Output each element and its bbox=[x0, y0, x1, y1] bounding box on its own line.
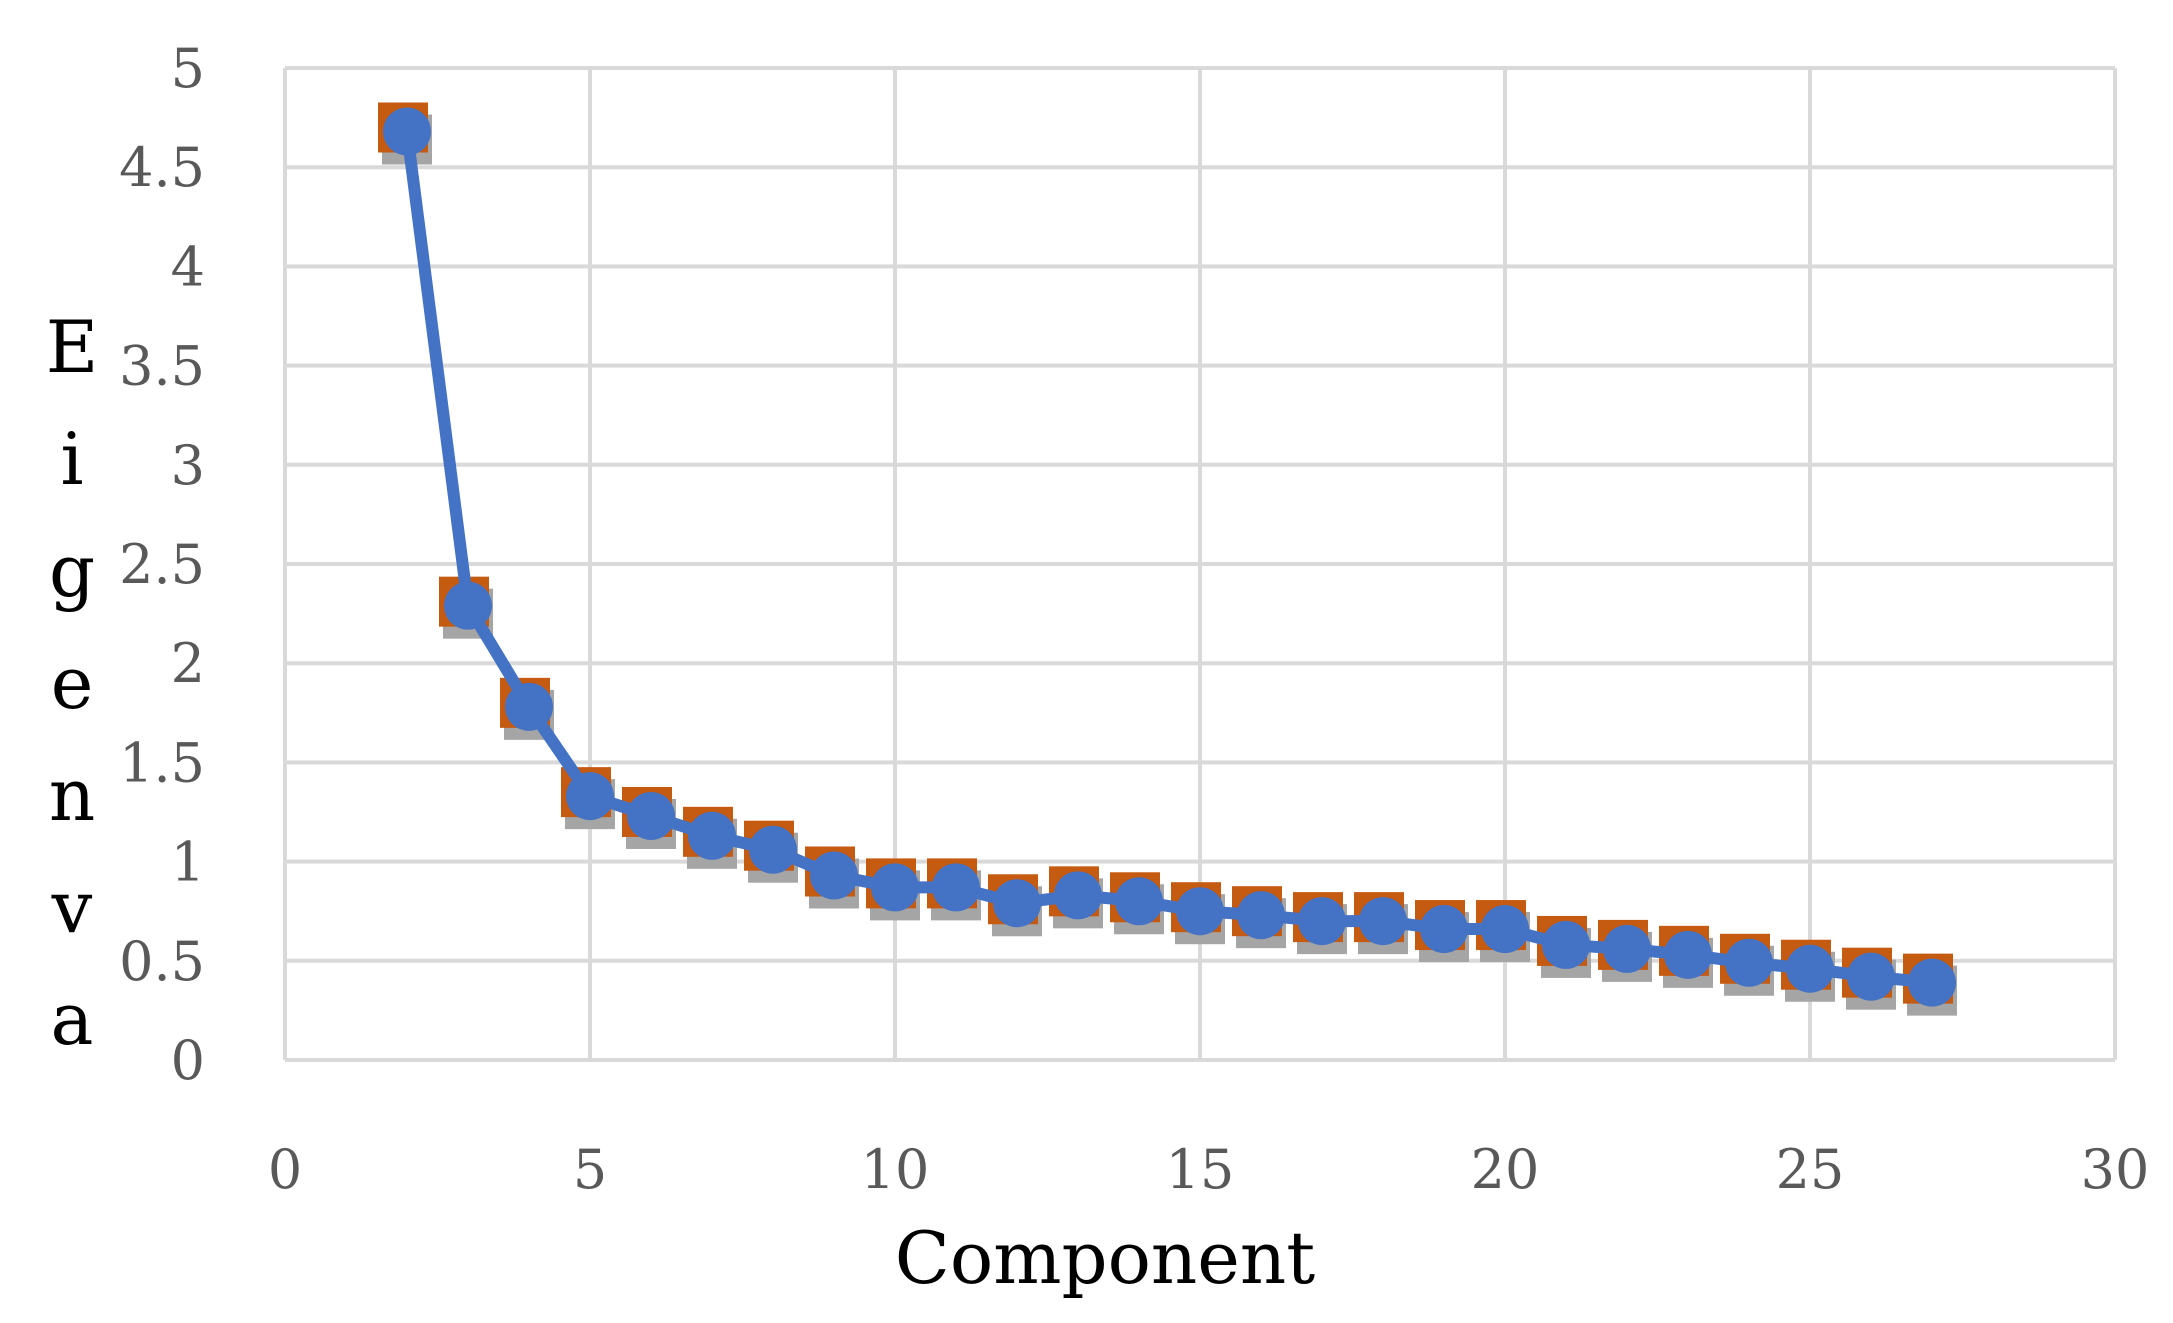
y-tick-label: 1 bbox=[171, 831, 205, 894]
circle-marker bbox=[1603, 924, 1651, 973]
y-axis-title-letter: a bbox=[51, 977, 94, 1061]
circle-marker bbox=[688, 811, 736, 860]
circle-marker bbox=[1359, 897, 1407, 946]
circle-marker bbox=[1481, 905, 1529, 954]
x-tick-label: 15 bbox=[1166, 1138, 1235, 1201]
y-tick-label: 0 bbox=[171, 1029, 205, 1092]
x-tick-labels: 0 5 10 15 20 25 30 bbox=[268, 1138, 2150, 1201]
x-tick-label: 10 bbox=[861, 1138, 930, 1201]
circle-marker bbox=[505, 682, 553, 731]
y-tick-label: 3 bbox=[171, 434, 205, 497]
circle-marker bbox=[1725, 938, 1773, 987]
circle-marker bbox=[810, 851, 858, 900]
circle-marker bbox=[1115, 877, 1163, 926]
y-axis-title-letter: E bbox=[46, 305, 99, 389]
circle-marker bbox=[1847, 952, 1895, 1001]
x-tick-label: 5 bbox=[573, 1138, 607, 1201]
circle-marker bbox=[1542, 920, 1590, 969]
circle-marker bbox=[993, 879, 1041, 928]
y-tick-label: 3.5 bbox=[119, 335, 205, 398]
series-square-markers bbox=[378, 102, 1957, 1016]
circle-marker bbox=[749, 825, 797, 874]
circle-marker bbox=[383, 107, 431, 156]
x-tick-label: 25 bbox=[1776, 1138, 1845, 1201]
circle-marker bbox=[932, 863, 980, 912]
circle-marker bbox=[1786, 944, 1834, 993]
series-line bbox=[401, 130, 1933, 989]
y-axis-title-letter: e bbox=[51, 641, 94, 725]
circle-marker bbox=[1908, 958, 1956, 1007]
series-line-and-circles bbox=[383, 107, 1956, 1007]
y-tick-label: 4.5 bbox=[119, 136, 205, 199]
y-tick-label: 2.5 bbox=[119, 533, 205, 596]
x-tick-label: 30 bbox=[2081, 1138, 2150, 1201]
circle-marker bbox=[1420, 905, 1468, 954]
circle-marker bbox=[871, 863, 919, 912]
x-axis-title: Component bbox=[895, 1216, 1316, 1300]
x-tick-label: 0 bbox=[268, 1138, 302, 1201]
circle-marker bbox=[1237, 891, 1285, 940]
y-axis-title-letter: v bbox=[51, 865, 93, 949]
circle-marker bbox=[444, 581, 492, 630]
y-axis-title-letter: g bbox=[49, 529, 95, 613]
circle-marker bbox=[1054, 871, 1102, 920]
y-tick-labels: 0 0.5 1 1.5 2 2.5 3 3.5 4 4.5 5 bbox=[119, 37, 205, 1092]
y-axis-title-letter: i bbox=[60, 417, 83, 501]
circle-marker bbox=[1176, 887, 1224, 936]
y-axis-title-letter: n bbox=[49, 753, 95, 837]
y-tick-label: 4 bbox=[171, 235, 205, 298]
y-tick-label: 5 bbox=[171, 37, 205, 100]
circle-marker bbox=[1298, 897, 1346, 946]
y-tick-label: 1.5 bbox=[119, 731, 205, 794]
circle-marker bbox=[627, 791, 675, 840]
circle-marker bbox=[1664, 930, 1712, 979]
x-tick-label: 20 bbox=[1471, 1138, 1540, 1201]
y-tick-label: 0.5 bbox=[119, 930, 205, 993]
y-tick-label: 2 bbox=[171, 632, 205, 695]
circle-marker bbox=[566, 772, 614, 821]
